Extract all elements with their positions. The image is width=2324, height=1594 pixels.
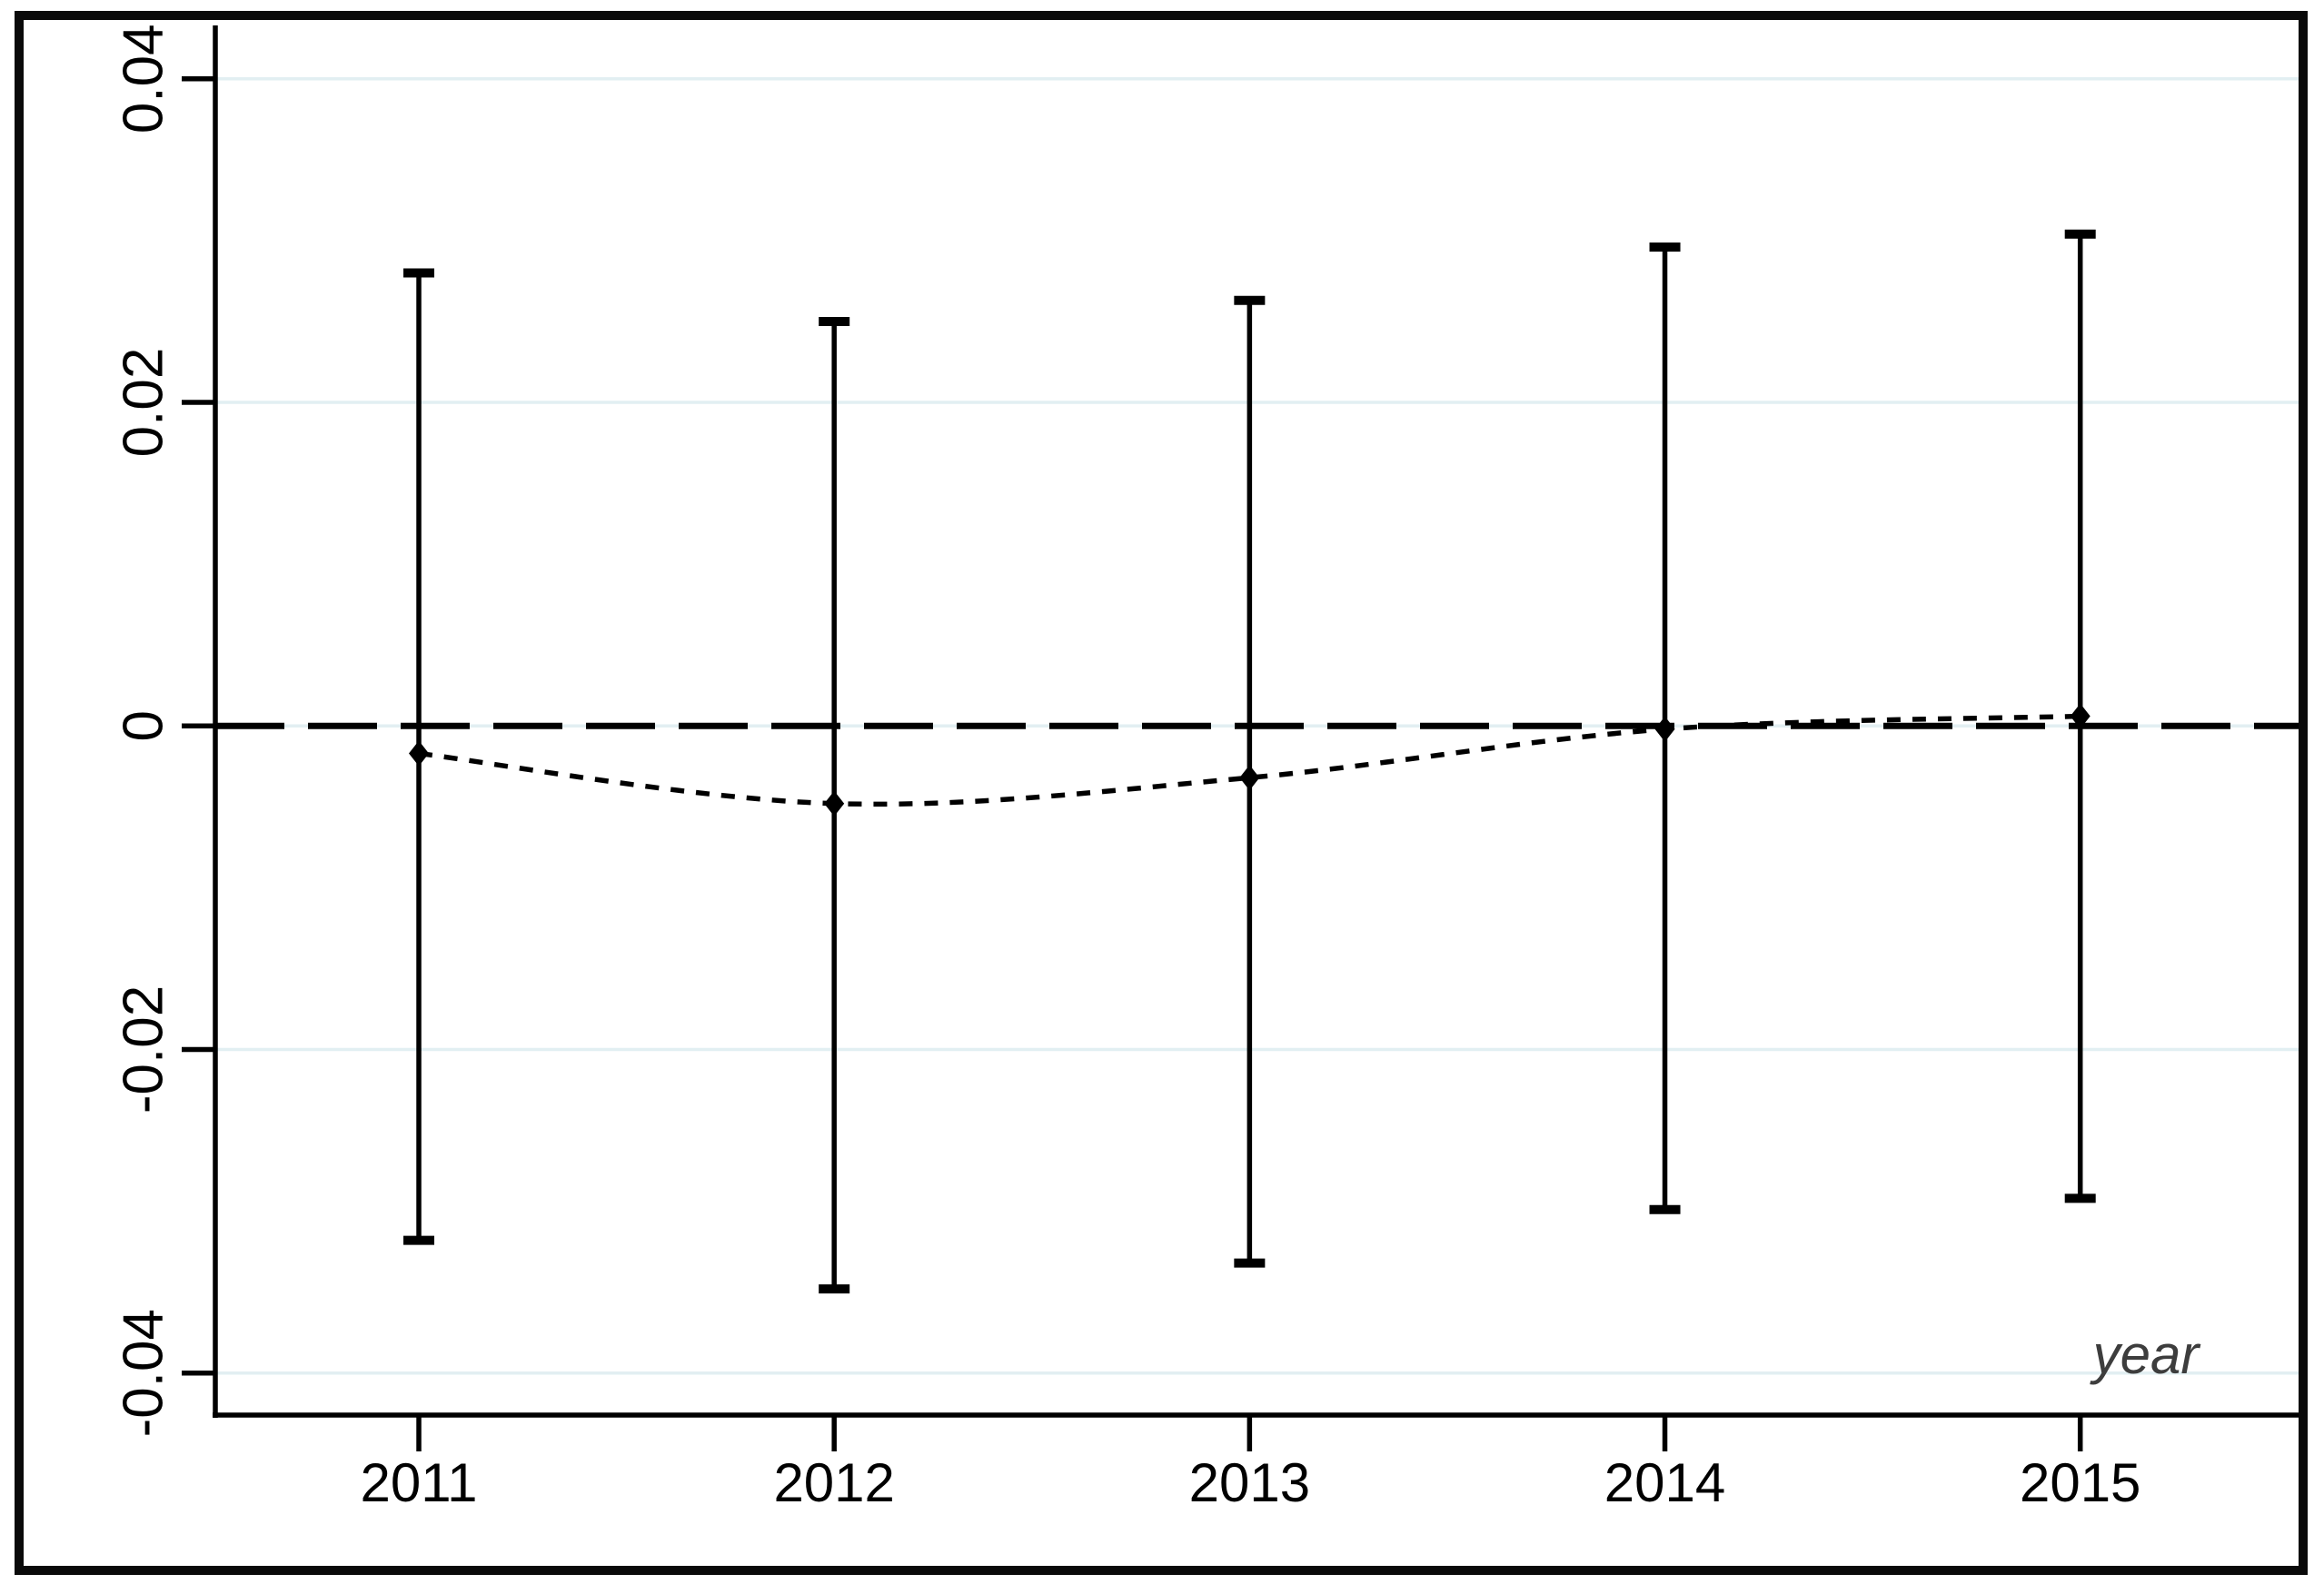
point-marker-2011 (409, 740, 430, 767)
y-tick-label-0: 0 (112, 710, 174, 741)
point-marker-2012 (824, 790, 845, 817)
x-tick-label-2015: 2015 (2020, 1452, 2140, 1513)
y-tick-label-0.02: 0.02 (112, 348, 174, 458)
x-axis-title: year (2090, 1324, 2201, 1385)
x-tick-label-2014: 2014 (1604, 1452, 1725, 1513)
point-marker-2015 (2070, 703, 2091, 729)
point-marker-2013 (1239, 765, 1260, 791)
y-tick-label-0.04: 0.04 (112, 24, 174, 134)
point-marker-2014 (1654, 716, 1675, 742)
x-tick-label-2011: 2011 (360, 1452, 477, 1513)
figure-border (15, 11, 2308, 1575)
y-tick-label--0.02: -0.02 (112, 985, 174, 1114)
estimate-connector-line (418, 713, 2081, 807)
x-tick-label-2013: 2013 (1189, 1452, 1310, 1513)
y-tick-label--0.04: -0.04 (112, 1309, 174, 1437)
x-tick-label-2012: 2012 (773, 1452, 894, 1513)
